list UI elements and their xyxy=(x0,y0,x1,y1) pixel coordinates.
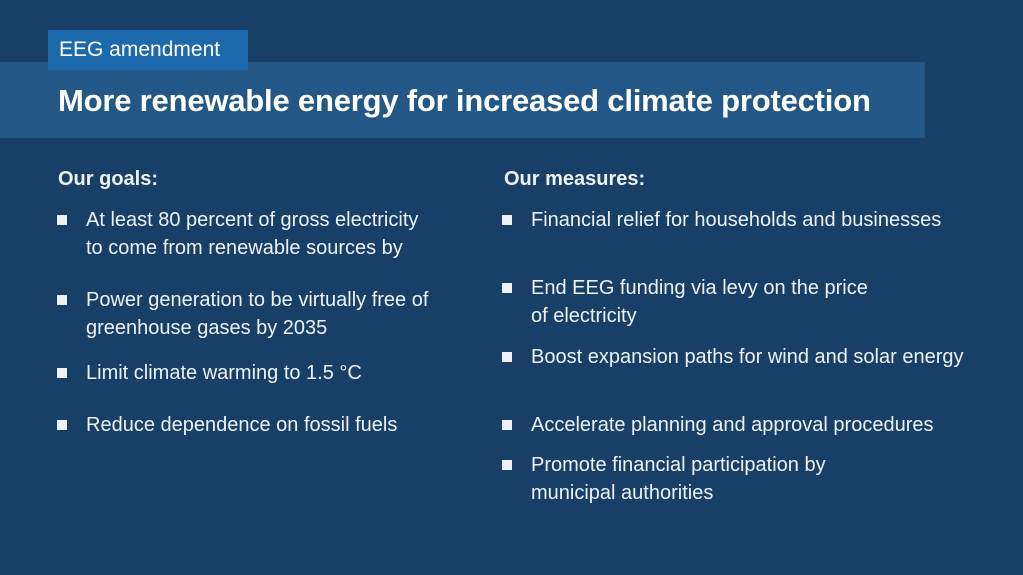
list-item: Promote financial participation by munici… xyxy=(502,451,826,507)
item-text: Limit climate warming to 1.5 °C xyxy=(86,362,362,384)
item-text: At least 80 percent of gross electricity xyxy=(86,209,419,231)
bullet xyxy=(502,215,512,225)
list-item: Limit climate warming to 1.5 °C xyxy=(57,359,362,387)
tag: EEG amendment xyxy=(48,30,248,70)
item-text: End EEG funding via levy on the price xyxy=(531,277,868,299)
item-text: Power generation to be virtually free of xyxy=(86,289,429,311)
title-banner xyxy=(0,62,925,138)
list-item: Reduce dependence on fossil fuels xyxy=(57,411,398,439)
item-text: to come from renewable sources by xyxy=(86,237,403,259)
list-item: Accelerate planning and approval procedu… xyxy=(502,411,934,439)
bullet xyxy=(502,420,512,430)
bullet xyxy=(57,420,67,430)
item-text: of electricity xyxy=(531,305,637,327)
item-text: municipal authorities xyxy=(531,482,714,504)
list-item: Power generation to be virtually free of… xyxy=(57,286,429,342)
bullet xyxy=(502,352,512,362)
bullet xyxy=(57,295,67,305)
goals-heading: Our goals: xyxy=(58,168,159,190)
list-item: Boost expansion paths for wind and solar… xyxy=(502,343,964,371)
bullet xyxy=(502,283,512,293)
title: More renewable energy for increased clim… xyxy=(58,83,871,118)
list-item: End EEG funding via levy on the price of … xyxy=(502,274,868,330)
bullet xyxy=(502,460,512,470)
item-text: Accelerate planning and approval procedu… xyxy=(531,414,934,436)
item-text: Boost expansion paths for wind and solar… xyxy=(531,346,964,368)
item-text: Financial relief for households and busi… xyxy=(531,209,942,231)
bullet xyxy=(57,368,67,378)
list-item: At least 80 percent of gross electricity… xyxy=(57,206,419,262)
bullet xyxy=(57,215,67,225)
list-item: Financial relief for households and busi… xyxy=(502,206,942,234)
item-text: Promote financial participation by xyxy=(531,454,826,476)
item-text: Reduce dependence on fossil fuels xyxy=(86,414,398,436)
measures-heading: Our measures: xyxy=(504,168,646,190)
item-text: greenhouse gases by 2035 xyxy=(86,317,328,339)
